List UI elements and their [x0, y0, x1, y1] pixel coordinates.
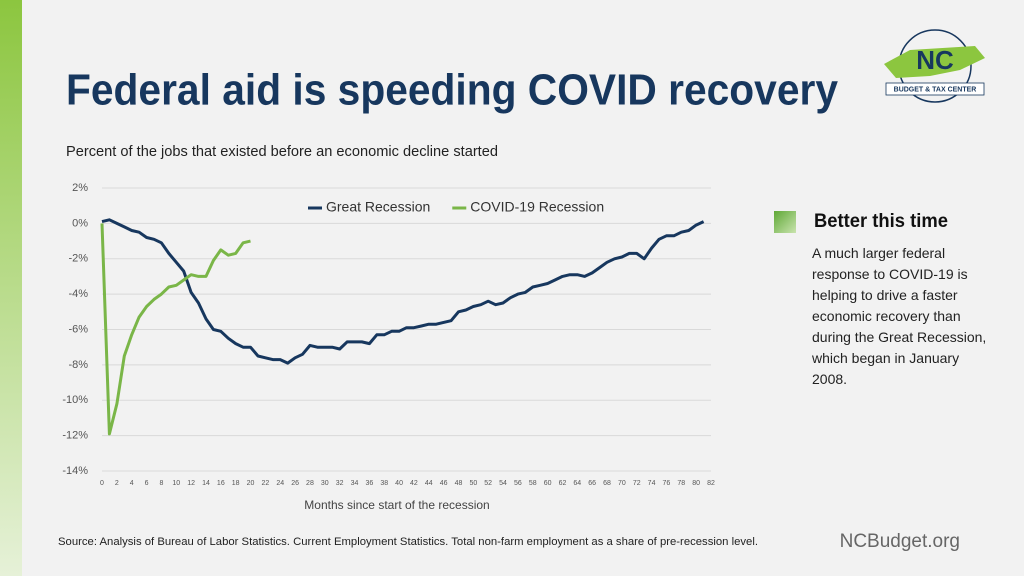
x-tick-label: 26	[291, 480, 299, 487]
x-tick-label: 40	[395, 480, 403, 487]
x-tick-label: 10	[172, 480, 180, 487]
logo-band	[885, 82, 985, 96]
x-tick-label: 82	[707, 480, 715, 487]
x-tick-label: 14	[202, 480, 210, 487]
x-tick-label: 18	[232, 480, 240, 487]
x-axis-label: Months since start of the recession	[304, 498, 489, 512]
x-tick-label: 30	[321, 480, 329, 487]
title: Federal aid is speeding COVID recovery	[66, 66, 838, 115]
x-tick-label: 74	[648, 480, 656, 487]
sidebar-icon	[774, 211, 796, 233]
logo-mark: NC	[916, 45, 954, 75]
y-tick-label: -6%	[68, 323, 88, 335]
y-tick-label: -2%	[68, 253, 88, 265]
x-tick-label: 22	[261, 480, 269, 487]
x-tick-label: 8	[159, 480, 163, 487]
x-tick-label: 70	[618, 480, 626, 487]
x-tick-label: 44	[425, 480, 433, 487]
series-line	[100, 223, 251, 436]
x-tick-label: 62	[559, 480, 567, 487]
x-tick-label: 0	[100, 480, 104, 487]
x-tick-label: 16	[217, 480, 225, 487]
x-tick-label: 36	[365, 480, 373, 487]
source-note: Source: Analysis of Bureau of Labor Stat…	[58, 536, 758, 548]
x-tick-label: 32	[336, 480, 344, 487]
x-tick-label: 28	[306, 480, 314, 487]
x-tick-label: 60	[544, 480, 552, 487]
x-tick-label: 20	[247, 480, 255, 487]
y-tick-label: 0%	[72, 217, 88, 229]
x-tick-label: 76	[663, 480, 671, 487]
x-tick-label: 64	[573, 480, 581, 487]
x-tick-label: 38	[380, 480, 388, 487]
x-tick-label: 24	[276, 480, 284, 487]
logo: NC BUDGET & TAX CENTER	[884, 29, 985, 103]
y-tick-label: -10%	[62, 394, 88, 406]
subtitle: Percent of the jobs that existed before …	[66, 143, 498, 160]
y-tick-label: -8%	[68, 359, 88, 371]
logo-map	[884, 46, 985, 78]
x-tick-label: 80	[692, 480, 700, 487]
sidebar-heading: Better this time	[814, 211, 948, 232]
x-tick-label: 52	[484, 480, 492, 487]
x-tick-label: 34	[351, 480, 359, 487]
x-tick-label: 58	[529, 480, 537, 487]
x-tick-label: 4	[130, 480, 134, 487]
x-tick-label: 72	[633, 480, 641, 487]
y-tick-label: -4%	[68, 288, 88, 300]
x-tick-label: 2	[115, 480, 119, 487]
legend-label: COVID-19 Recession	[470, 199, 604, 215]
x-tick-label: 50	[469, 480, 477, 487]
y-tick-label: -14%	[62, 465, 88, 477]
sidebar-body: A much larger federal response to COVID-…	[812, 245, 987, 387]
x-tick-label: 48	[455, 480, 463, 487]
x-tick-label: 12	[187, 480, 195, 487]
x-tick-label: 46	[440, 480, 448, 487]
legend-label: Great Recession	[326, 199, 430, 215]
x-tick-label: 78	[677, 480, 685, 487]
y-tick-label: 2%	[72, 182, 88, 194]
y-tick-label: -12%	[62, 430, 88, 442]
x-tick-label: 42	[410, 480, 418, 487]
accent-strip	[0, 0, 22, 576]
x-tick-label: 6	[145, 480, 149, 487]
site-url: NCBudget.org	[840, 531, 960, 552]
x-tick-label: 54	[499, 480, 507, 487]
x-tick-label: 68	[603, 480, 611, 487]
logo-name: BUDGET & TAX CENTER	[894, 86, 977, 93]
x-tick-label: 66	[588, 480, 596, 487]
series-line	[101, 218, 705, 365]
x-tick-label: 56	[514, 480, 522, 487]
